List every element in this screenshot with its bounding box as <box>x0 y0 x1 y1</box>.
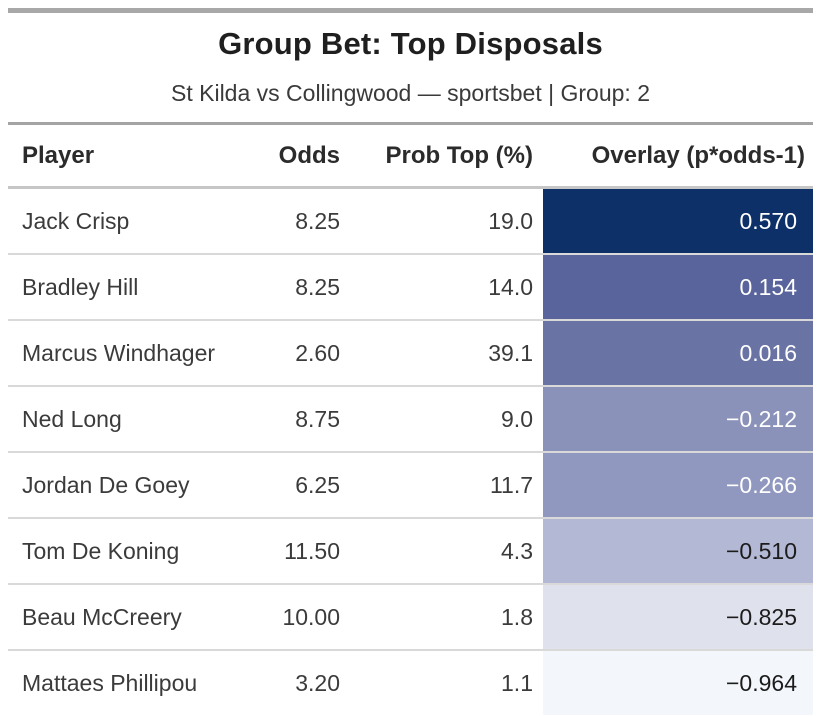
disposals-table: Player Odds Prob Top (%) Overlay (p*odds… <box>8 125 813 715</box>
table-row: Jordan De Goey 6.25 11.7 −0.266 <box>8 452 813 519</box>
prob-cell: 1.1 <box>501 669 533 696</box>
prob-cell: 11.7 <box>342 452 543 519</box>
prob-cell: 14.0 <box>342 254 543 321</box>
odds-cell: 8.25 <box>250 187 342 255</box>
table-row: Beau McCreery 10.00 1.8 −0.825 <box>8 584 813 651</box>
prob-cell: 39.1 <box>342 320 543 387</box>
player-cell: Beau McCreery <box>8 584 250 651</box>
player-cell: Jack Crisp <box>8 187 250 255</box>
odds-cell: 3.20 <box>295 669 340 696</box>
col-header-player: Player <box>8 125 250 189</box>
player-cell: Marcus Windhager <box>8 320 250 387</box>
top-rule <box>8 8 813 13</box>
overlay-cell: 0.154 <box>543 254 813 321</box>
table-header-row: Player Odds Prob Top (%) Overlay (p*odds… <box>8 125 813 189</box>
overlay-cell: −0.266 <box>543 452 813 519</box>
player-cell: Bradley Hill <box>8 254 250 321</box>
table-row: Mattaes Phillipou 3.20 1.1 −0.964 <box>8 650 813 715</box>
table-row: Marcus Windhager 2.60 39.1 0.016 <box>8 320 813 387</box>
col-header-overlay: Overlay (p*odds-1) <box>543 125 813 189</box>
odds-cell: 6.25 <box>250 452 342 519</box>
player-cell: Tom De Koning <box>8 518 250 585</box>
overlay-cell: 0.570 <box>543 187 813 255</box>
table-row: Tom De Koning 11.50 4.3 −0.510 <box>8 518 813 585</box>
overlay-cell: −0.964 <box>543 650 813 715</box>
overlay-cell: 0.016 <box>543 320 813 387</box>
table-row: Ned Long 8.75 9.0 −0.212 <box>8 386 813 453</box>
overlay-cell: −0.212 <box>543 386 813 453</box>
odds-cell: 8.75 <box>250 386 342 453</box>
table-row: Bradley Hill 8.25 14.0 0.154 <box>8 254 813 321</box>
prob-cell: 4.3 <box>342 518 543 585</box>
col-header-prob: Prob Top (%) <box>342 125 543 189</box>
page-title: Group Bet: Top Disposals <box>218 26 603 61</box>
col-header-odds: Odds <box>250 125 342 189</box>
player-cell: Mattaes Phillipou <box>22 669 198 696</box>
overlay-cell: −0.510 <box>543 518 813 585</box>
table-row: Jack Crisp 8.25 19.0 0.570 <box>8 187 813 255</box>
prob-cell: 19.0 <box>342 187 543 255</box>
odds-cell: 8.25 <box>250 254 342 321</box>
prob-cell: 9.0 <box>342 386 543 453</box>
prob-cell: 1.8 <box>342 584 543 651</box>
header-top-rule <box>8 122 813 125</box>
overlay-cell: −0.825 <box>543 584 813 651</box>
bet-table-card: Group Bet: Top Disposals St Kilda vs Col… <box>8 0 813 716</box>
odds-cell: 10.00 <box>250 584 342 651</box>
odds-cell: 11.50 <box>250 518 342 585</box>
player-cell: Ned Long <box>8 386 250 453</box>
odds-cell: 2.60 <box>250 320 342 387</box>
player-cell: Jordan De Goey <box>8 452 250 519</box>
page-subtitle: St Kilda vs Collingwood — sportsbet | Gr… <box>171 80 650 106</box>
